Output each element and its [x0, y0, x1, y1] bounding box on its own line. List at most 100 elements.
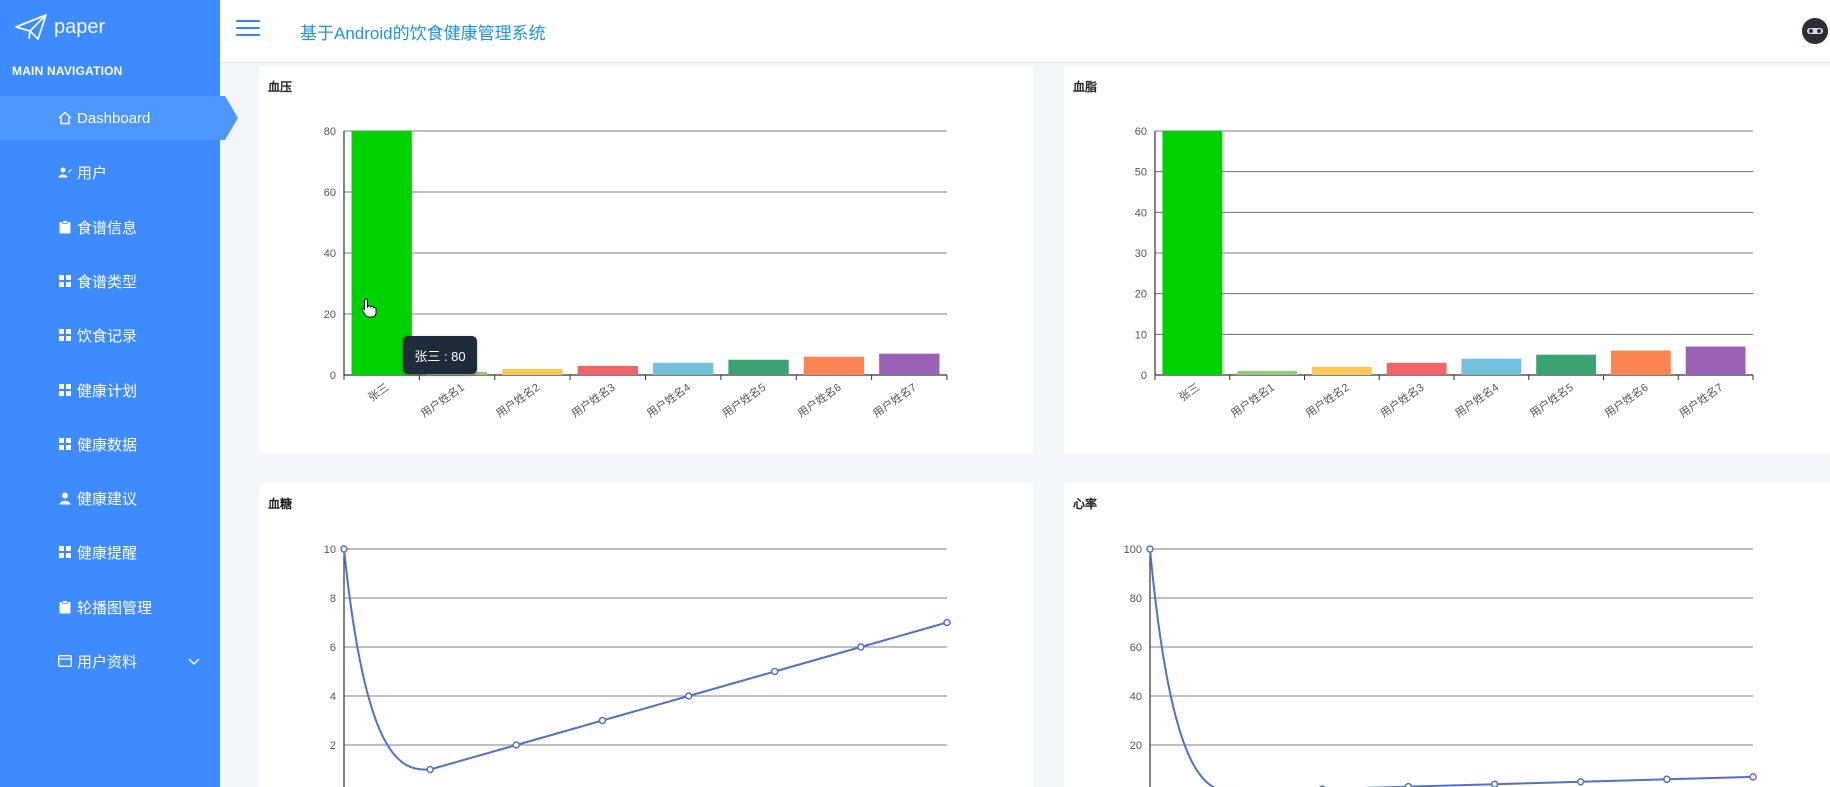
y-tick-label: 20: [1135, 289, 1147, 301]
bar-chart-blood-lipid: 0 10 20 30 40 50 60 张三 用户姓名1 用户姓名2 用户姓名3 用户姓名4 用户姓名5…: [1135, 126, 1754, 420]
chart-title: 心率: [1073, 497, 1098, 511]
avatar[interactable]: [1802, 18, 1828, 44]
bar: [1237, 370, 1298, 375]
sidebar-item-users[interactable]: 用户: [0, 150, 220, 194]
brand-logo[interactable]: paper: [14, 10, 105, 44]
bar: [1386, 362, 1447, 375]
sidebar-item-recipe-info[interactable]: 食谱信息: [0, 205, 220, 249]
data-point: [1146, 545, 1154, 553]
y-tick-label: 6: [330, 642, 336, 654]
y-tick-label: 30: [1135, 248, 1147, 260]
line-chart-heart-rate: 20 40 60 80 100: [1124, 544, 1757, 787]
x-tick-label: 用户姓名1: [418, 380, 467, 420]
user-icon: [57, 492, 73, 505]
brand-name: paper: [54, 15, 106, 38]
chart-title: 血糖: [268, 497, 293, 511]
data-point: [857, 643, 865, 651]
sidebar-item-health-data[interactable]: 健康数据: [0, 422, 220, 466]
bar: [577, 365, 638, 375]
x-tick-label: 张三: [366, 381, 391, 404]
sidebar-item-diet-record[interactable]: 饮食记录: [0, 313, 220, 357]
x-tick-label: 用户姓名4: [1452, 380, 1501, 420]
app-title: 基于Android的饮食健康管理系统: [300, 24, 546, 43]
sidebar-item-label: 健康数据: [77, 436, 138, 454]
sidebar-item-dashboard[interactable]: Dashboard: [0, 96, 238, 140]
id-card-icon: [57, 655, 73, 667]
bar: [1461, 358, 1522, 375]
x-tick-label: 用户姓名7: [1676, 380, 1725, 420]
bar: [351, 131, 412, 375]
sidebar-item-carousel[interactable]: 轮播图管理: [0, 585, 220, 629]
sidebar-item-label: 食谱类型: [77, 273, 138, 291]
y-tick-label: 4: [330, 691, 336, 703]
bar: [502, 368, 563, 375]
sidebar-item-recipe-type[interactable]: 食谱类型: [0, 259, 220, 303]
chart-card-heart-rate: 心率 20 40 60 80 100: [1064, 483, 1830, 787]
x-tick-label: 用户姓名7: [870, 380, 919, 420]
sidebar-item-label: 用户: [77, 164, 108, 182]
hand-cursor-icon: [361, 298, 377, 323]
grid-icon: [57, 329, 73, 341]
data-point: [770, 667, 779, 676]
nav-header: MAIN NAVIGATION: [12, 64, 123, 78]
bar: [1536, 354, 1597, 375]
grid-icon: [57, 384, 73, 396]
bar: [879, 353, 940, 375]
y-tick-label: 0: [330, 370, 336, 382]
y-tick-label: 80: [324, 126, 336, 138]
chart-card-blood-pressure: 血压 0 20 40 60 80 张三 用户姓名1 用户姓名2 用户姓名3 用户姓名4 用户姓名5 用…: [259, 66, 1033, 453]
sidebar-item-label: 健康计划: [77, 382, 138, 400]
y-tick-label: 20: [1130, 740, 1142, 752]
home-icon: [57, 111, 73, 125]
x-tick-label: 用户姓名6: [795, 380, 844, 420]
clipboard-icon: [57, 220, 73, 234]
data-point: [426, 765, 434, 774]
chart-card-blood-lipid: 血脂 0 10 20 30 40 50 60 张三 用户姓名1 用户姓名2 用户姓名3 用户姓名4 用户…: [1064, 66, 1830, 453]
x-tick-label: 张三: [1177, 381, 1202, 404]
user-edit-icon: [57, 166, 73, 178]
line-chart-blood-sugar: 2 4 6 8 10: [324, 544, 951, 787]
y-tick-label: 40: [1135, 207, 1147, 219]
grid-icon: [57, 546, 73, 558]
bar: [728, 359, 789, 375]
bar: [1162, 131, 1223, 375]
data-point: [684, 692, 693, 700]
x-tick-label: 用户姓名3: [568, 380, 617, 420]
sidebar-item-user-profile[interactable]: 用户资料: [0, 639, 220, 683]
top-bar: 基于Android的饮食健康管理系统: [220, 0, 1830, 63]
sidebar-item-label: 饮食记录: [77, 327, 138, 345]
y-tick-label: 10: [324, 544, 336, 556]
series-line: [1149, 548, 1754, 787]
sidebar: paper MAIN NAVIGATION Dashboard 用户 食谱信息 …: [0, 0, 238, 787]
bar: [803, 356, 865, 375]
sidebar-item-health-reminder[interactable]: 健康提醒: [0, 530, 220, 574]
x-tick-label: 用户姓名2: [1303, 380, 1352, 420]
bar: [1610, 350, 1671, 375]
clipboard-icon: [57, 600, 73, 614]
x-tick-label: 用户姓名3: [1377, 380, 1426, 420]
chart-title: 血脂: [1073, 80, 1098, 94]
chart-title: 血压: [268, 80, 293, 94]
data-point: [1576, 778, 1585, 786]
y-tick-label: 0: [1141, 370, 1147, 382]
y-tick-label: 20: [324, 309, 336, 321]
bar: [653, 362, 714, 375]
sidebar-item-label: 用户资料: [77, 653, 138, 671]
x-tick-label: 用户姓名1: [1228, 380, 1277, 420]
sidebar-item-health-plan[interactable]: 健康计划: [0, 368, 220, 412]
sidebar-item-health-advice[interactable]: 健康建议: [0, 476, 220, 520]
sidebar-item-label: Dashboard: [77, 109, 151, 127]
paper-plane-icon: [15, 14, 47, 40]
data-point: [1749, 773, 1757, 781]
menu-toggle-icon[interactable]: [236, 20, 260, 38]
data-point: [943, 618, 951, 627]
data-point: [598, 716, 607, 725]
bar-chart-blood-pressure: 0 20 40 60 80 张三 用户姓名1 用户姓名2 用户姓名3 用户姓名4 用户姓名5 用户姓名…: [324, 126, 948, 420]
chart-tooltip: 张三 : 80: [403, 336, 477, 374]
y-tick-label: 50: [1135, 167, 1147, 179]
data-point: [340, 545, 348, 553]
sidebar-item-label: 食谱信息: [77, 219, 138, 237]
y-tick-label: 60: [1135, 126, 1147, 138]
chevron-down-icon[interactable]: [188, 653, 200, 670]
data-point: [1663, 775, 1671, 784]
